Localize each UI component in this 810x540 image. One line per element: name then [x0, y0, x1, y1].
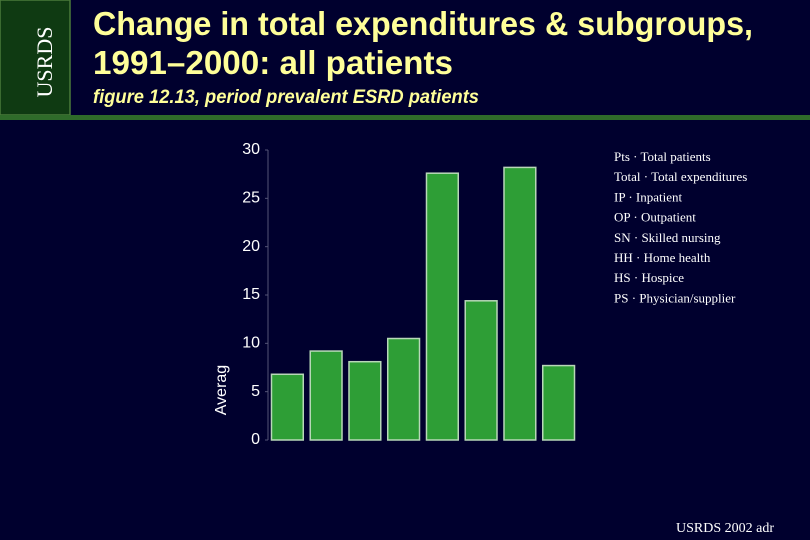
key-entry: OP · Outpatient	[614, 210, 696, 225]
y-tick-label: 0	[251, 431, 260, 448]
key-entry: HS · Hospice	[614, 270, 684, 285]
key-entry: HH · Home health	[614, 250, 711, 265]
footer: USRDS 2002 adr	[676, 521, 774, 536]
subtitle: figure 12.13, period prevalent ESRD pati…	[93, 87, 479, 108]
key-entry: Total · Total expenditures	[614, 169, 747, 184]
y-axis-label: Averag	[213, 365, 230, 415]
key-entry: Pts · Total patients	[614, 149, 711, 164]
bar	[541, 364, 576, 441]
bar	[386, 337, 421, 441]
y-tick-label: 25	[242, 190, 260, 207]
bar	[503, 166, 537, 441]
title-line: Change in total expenditures & subgroups…	[93, 5, 753, 42]
bar	[309, 350, 343, 441]
key-entry: PS · Physician/supplier	[614, 290, 736, 305]
logo-box	[0, 0, 71, 116]
y-tick-label: 10	[242, 335, 260, 352]
y-tick-label: 15	[242, 286, 260, 303]
key-entry: SN · Skilled nursing	[614, 230, 721, 245]
bar	[270, 373, 305, 441]
y-tick-label: 5	[251, 383, 260, 400]
logo: USRDS	[32, 27, 57, 98]
title-line: 1991–2000: all patients	[93, 44, 453, 81]
bar	[348, 360, 382, 441]
y-tick-label: 30	[242, 141, 260, 158]
y-tick-label: 20	[242, 238, 260, 255]
divider	[0, 115, 810, 120]
bar	[464, 300, 498, 441]
bar	[425, 172, 460, 441]
key-entry: IP · Inpatient	[614, 189, 682, 204]
